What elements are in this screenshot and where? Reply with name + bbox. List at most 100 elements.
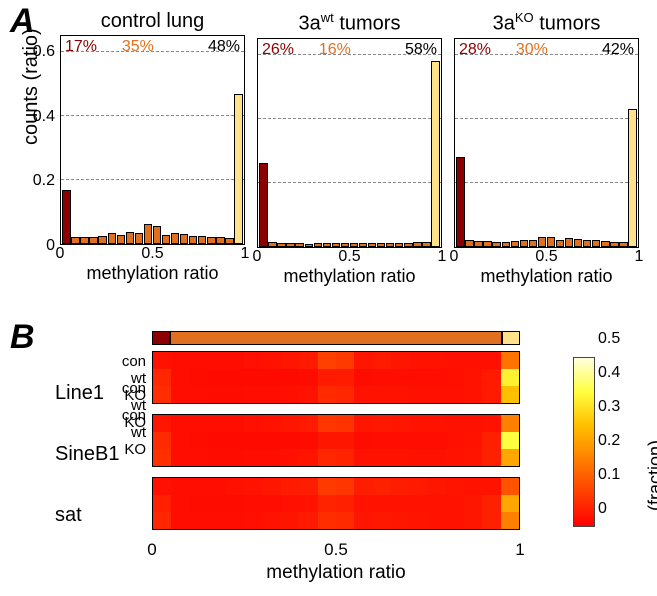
heatmap-cell — [299, 432, 317, 449]
bar — [422, 242, 430, 246]
heatmap-cell — [482, 495, 500, 512]
heatmap-cell — [501, 495, 519, 512]
heatmap-cell — [281, 386, 299, 403]
heatmap-cell — [464, 352, 482, 369]
heatmap-cell — [482, 432, 500, 449]
bar — [117, 235, 125, 244]
subplot-0: control lung17%35%48%00.20.40.600.51meth… — [60, 10, 245, 287]
heatmap-cell — [263, 369, 281, 386]
bar — [80, 237, 88, 244]
heatmap-cell — [318, 352, 336, 369]
heatmap-cell — [501, 386, 519, 403]
heatmap-cell — [153, 495, 171, 512]
heatmap-cell — [482, 415, 500, 432]
heatmap-cell — [446, 495, 464, 512]
heatmap-cell — [226, 415, 244, 432]
heatmap-cell — [153, 352, 171, 369]
heatmap-cell — [281, 415, 299, 432]
heatmap-cell — [226, 432, 244, 449]
heatmap-cell — [391, 449, 409, 466]
heatmap-cell — [373, 369, 391, 386]
heatmap-cell — [427, 415, 445, 432]
heatmap-cell — [336, 386, 354, 403]
heatmap-cell — [281, 432, 299, 449]
heatmap-cell — [409, 352, 427, 369]
heatmap-cell — [281, 512, 299, 529]
heatmap-row — [153, 352, 519, 369]
heatmap-cell — [482, 386, 500, 403]
heatmap-cell — [446, 478, 464, 495]
heatmap-cell — [318, 512, 336, 529]
heatmap-cell — [190, 432, 208, 449]
heatmap-cell — [190, 512, 208, 529]
bar — [359, 243, 367, 246]
heatmap-cell — [263, 432, 281, 449]
bar — [404, 243, 412, 247]
colorbar-gradient — [573, 357, 595, 527]
heatmap-cell — [281, 478, 299, 495]
heatmap-cell — [501, 369, 519, 386]
heatmap-cell — [299, 415, 317, 432]
heatmap-cell — [263, 415, 281, 432]
heatmap-cell — [299, 495, 317, 512]
bar — [286, 243, 294, 246]
heatmap-cell — [354, 449, 372, 466]
bar — [368, 243, 376, 247]
heatmap-cell — [464, 432, 482, 449]
x-axis: 00.51 — [257, 248, 442, 266]
x-title: methylation ratio — [60, 263, 245, 284]
bar — [465, 240, 473, 246]
bar — [268, 242, 276, 247]
bar — [108, 233, 116, 244]
heatmap-cell — [171, 369, 189, 386]
bar — [619, 242, 627, 247]
heatmap-cell — [208, 495, 226, 512]
heatmap-cell — [391, 415, 409, 432]
heatmap-cell — [409, 415, 427, 432]
bar — [277, 243, 285, 247]
heatmap-cell — [226, 495, 244, 512]
heatmap-cell — [153, 512, 171, 529]
heatmap-cell — [446, 512, 464, 529]
bar — [295, 243, 303, 246]
bar — [502, 242, 510, 247]
heatmap-cell — [299, 512, 317, 529]
heatmap-cell — [336, 512, 354, 529]
subplot-title: control lung — [60, 10, 245, 33]
chart-area: 28%30%42% — [454, 38, 639, 248]
bar — [474, 241, 482, 247]
heatmap-cell — [281, 369, 299, 386]
heatmap-cell — [373, 478, 391, 495]
heatmap-cell — [336, 415, 354, 432]
heatmap-cell — [171, 495, 189, 512]
bar — [377, 243, 385, 246]
heatmap-cell — [190, 369, 208, 386]
heatmap-cell — [373, 512, 391, 529]
bar — [216, 237, 224, 244]
heatmap-cell — [244, 495, 262, 512]
heatmap-cell — [409, 369, 427, 386]
heatmap-cell — [208, 415, 226, 432]
bar — [601, 241, 609, 247]
heatmap-cell — [263, 352, 281, 369]
x-title: methylation ratio — [454, 266, 639, 287]
heatmap-cell — [446, 432, 464, 449]
heatmap-cell — [190, 495, 208, 512]
heatmap-xtitle: methylation ratio — [152, 562, 520, 584]
heatmap-cell — [427, 352, 445, 369]
heatmap-cell — [354, 369, 372, 386]
heatmap-cell — [354, 495, 372, 512]
heatmap-cell — [373, 415, 391, 432]
heatmap-cell — [190, 352, 208, 369]
heatmap-cell — [464, 449, 482, 466]
bar — [259, 163, 267, 246]
heatmap-cell — [482, 512, 500, 529]
bar — [413, 242, 421, 246]
bar — [456, 157, 464, 247]
heatmap-cell — [171, 415, 189, 432]
bar — [153, 226, 161, 244]
heatmap-cell — [299, 449, 317, 466]
panel-a-charts: control lung17%35%48%00.20.40.600.51meth… — [60, 10, 640, 287]
heatmap-cell — [208, 369, 226, 386]
heatmap-cell — [318, 415, 336, 432]
